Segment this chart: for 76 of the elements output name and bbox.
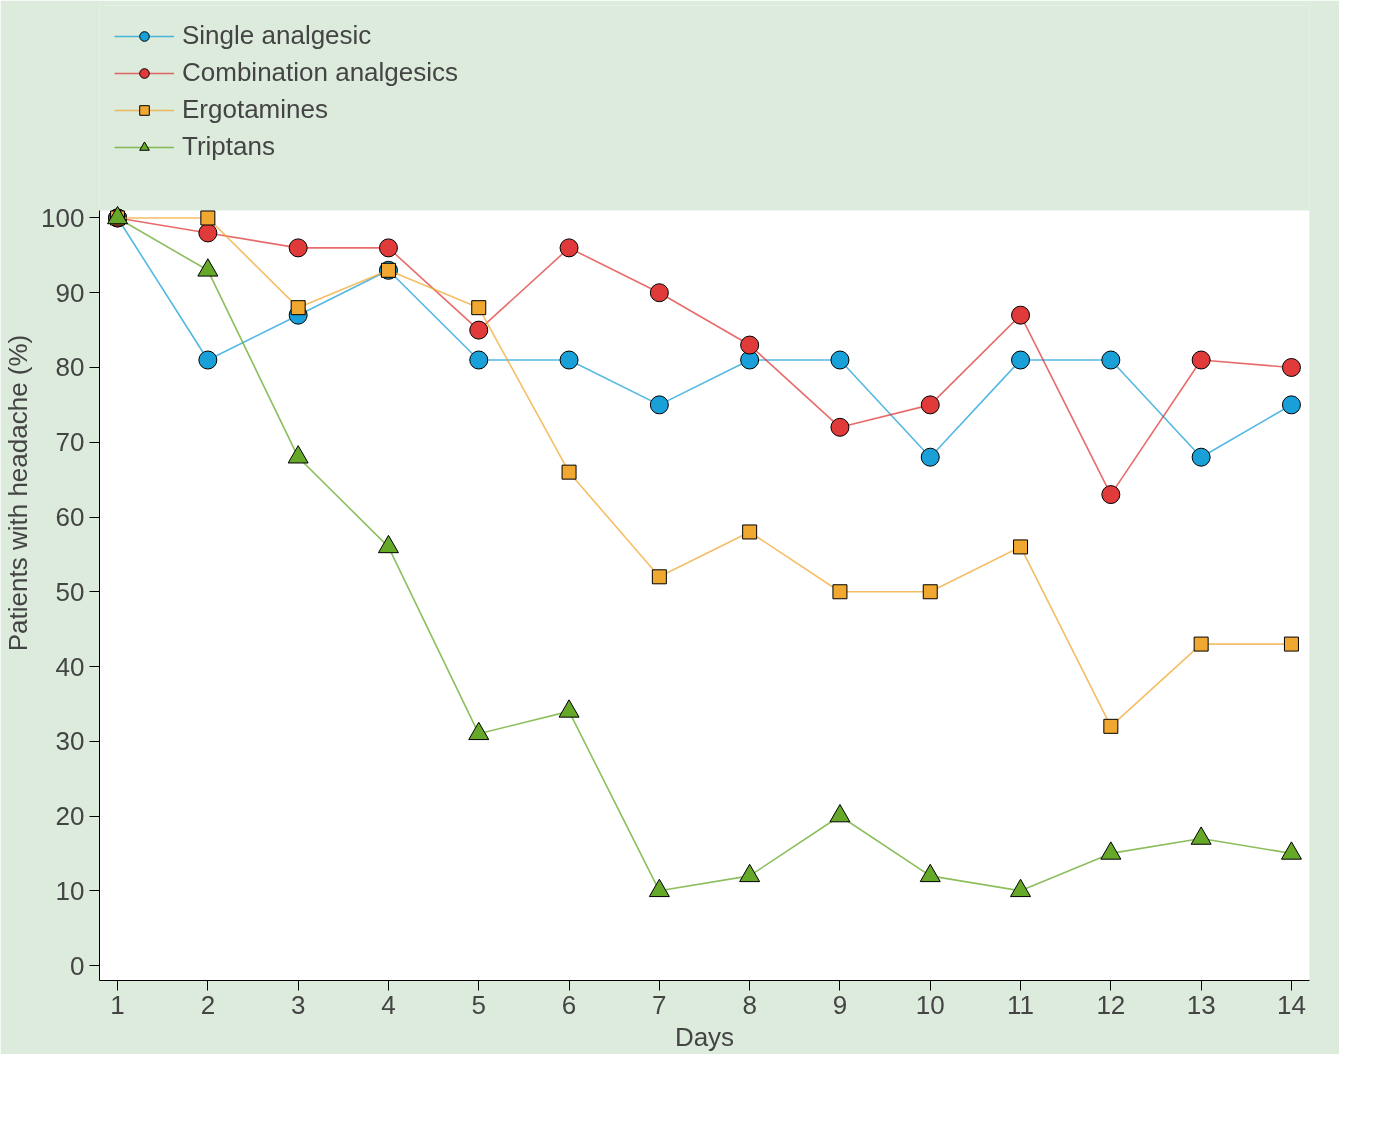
point — [290, 300, 306, 316]
point — [920, 447, 940, 467]
point — [469, 350, 489, 370]
legend-label: Ergotamines — [182, 94, 328, 125]
point — [829, 803, 851, 823]
point — [1011, 305, 1031, 325]
point — [742, 524, 758, 540]
x-axis-title: Days — [674, 1021, 735, 1052]
point — [1280, 841, 1302, 860]
point — [198, 223, 218, 243]
point — [830, 350, 850, 370]
point — [288, 238, 308, 258]
point — [1103, 718, 1119, 734]
point — [1101, 485, 1121, 505]
point — [1281, 395, 1301, 415]
x-tick-label: 4 — [381, 989, 396, 1020]
legend-label: Combination analgesics — [182, 57, 459, 88]
point — [1283, 636, 1299, 652]
point — [1101, 350, 1121, 370]
point — [649, 395, 669, 415]
x-tick-label: 11 — [1007, 989, 1035, 1020]
point — [830, 417, 850, 437]
point — [378, 238, 398, 258]
point — [649, 283, 669, 303]
y-tick-label: 20 — [55, 801, 85, 832]
point — [1191, 447, 1211, 467]
point — [558, 699, 580, 718]
point — [1193, 636, 1209, 652]
y-tick-label: 70 — [55, 427, 85, 458]
y-tick-label: 10 — [55, 875, 85, 906]
y-tick-label: 0 — [70, 950, 85, 981]
point — [740, 335, 760, 355]
x-tick-label: 3 — [290, 989, 306, 1020]
point — [469, 320, 489, 340]
x-tick-label: 7 — [652, 989, 667, 1020]
legend-label: Triptans — [182, 131, 275, 162]
point — [1281, 358, 1301, 377]
point — [648, 878, 670, 898]
y-tick-label: 40 — [55, 651, 85, 682]
point — [1100, 841, 1122, 860]
legend-label: Single analgesic — [182, 20, 372, 51]
point — [920, 395, 940, 415]
point — [468, 721, 490, 741]
point — [559, 350, 579, 370]
y-tick-label: 100 — [41, 202, 85, 233]
point — [832, 584, 848, 600]
point — [1013, 539, 1029, 555]
point — [922, 584, 938, 600]
point — [919, 863, 941, 883]
point — [1011, 350, 1031, 370]
y-tick-label: 30 — [55, 726, 85, 757]
y-tick-label: 50 — [55, 576, 85, 607]
point — [739, 863, 761, 883]
point — [1010, 878, 1032, 898]
point — [561, 464, 577, 480]
point — [200, 210, 216, 226]
point — [559, 238, 579, 258]
x-tick-label: 6 — [561, 989, 577, 1020]
x-tick-label: 5 — [471, 989, 486, 1020]
x-tick-label: 1 — [110, 989, 125, 1020]
x-tick-label: 2 — [200, 989, 216, 1020]
y-tick-label: 90 — [55, 277, 85, 308]
x-tick-label: 12 — [1096, 989, 1126, 1020]
x-tick-label: 8 — [742, 989, 757, 1020]
x-tick-label: 13 — [1186, 989, 1216, 1020]
y-axis-title: Patients with headache (%) — [3, 334, 34, 652]
point — [1190, 826, 1212, 845]
y-tick-label: 60 — [55, 502, 85, 532]
x-tick-label: 14 — [1276, 989, 1306, 1020]
point — [471, 300, 487, 316]
x-tick-label: 9 — [832, 989, 848, 1020]
point — [651, 569, 667, 585]
y-tick-label: 80 — [55, 352, 85, 383]
point — [198, 350, 218, 370]
x-tick-label: 10 — [915, 989, 945, 1020]
point — [1191, 350, 1211, 370]
